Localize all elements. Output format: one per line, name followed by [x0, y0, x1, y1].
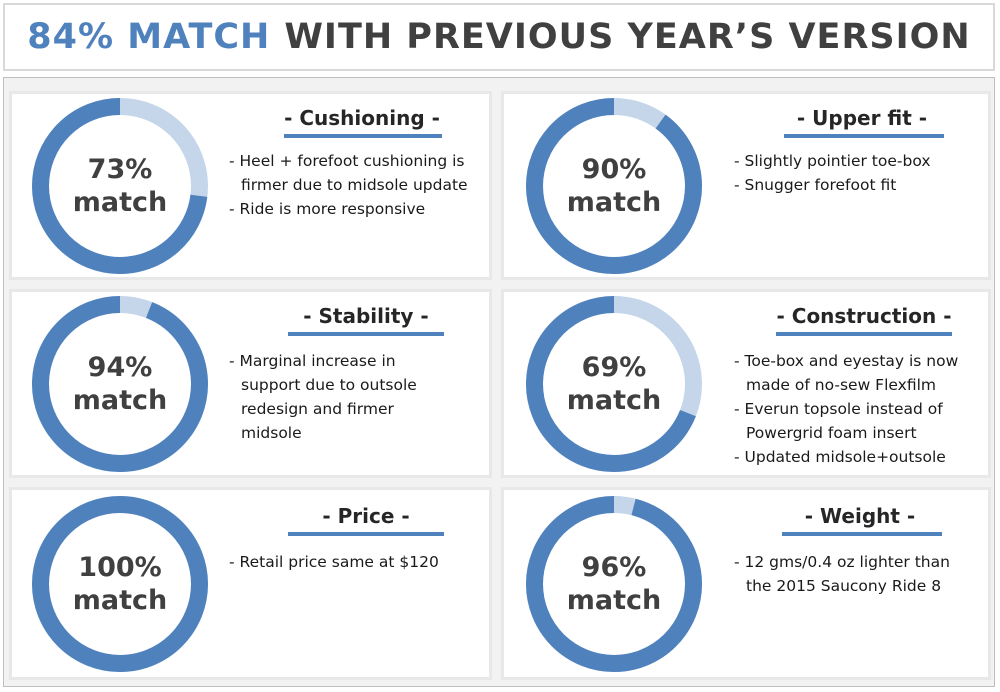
match-ring: 94% match: [32, 296, 208, 472]
match-ring: 73% match: [32, 98, 208, 274]
bullet-item: - Toe-box and eyestay is now made of no-…: [734, 352, 959, 394]
panel-heading: - Price -: [322, 504, 410, 528]
bullet-list: - Heel + forefoot cushioning is firmer d…: [229, 149, 484, 221]
panel-heading: - Upper fit -: [796, 106, 928, 130]
donut-match-arc: [526, 296, 702, 472]
bullet-item: - Marginal increase in support due to ou…: [229, 352, 417, 442]
match-percent: 100%: [78, 552, 162, 583]
match-word: match: [566, 187, 662, 218]
page-title: 84% MATCH WITH PREVIOUS YEAR’S VERSION: [3, 3, 995, 71]
title-accent: 84% MATCH: [27, 17, 271, 57]
donut-match-arc: [32, 296, 208, 472]
donut-chart: [526, 296, 702, 472]
donut-match-arc: [32, 98, 208, 274]
panel-heading: - Stability -: [303, 304, 429, 328]
bullet-list: - 12 gms/0.4 oz lighter than the 2015 Sa…: [734, 550, 974, 598]
panel-heading: - Construction -: [776, 304, 952, 328]
panel-upper-fit: 90% match - Upper fit - - Slightly point…: [501, 91, 991, 280]
panel-stability: 94% match - Stability - - Marginal incre…: [9, 289, 492, 478]
panel-weight: 96% match - Weight - - 12 gms/0.4 oz lig…: [501, 487, 991, 680]
bullet-list: - Toe-box and eyestay is now made of no-…: [734, 349, 979, 469]
match-percent: 69%: [581, 352, 647, 383]
bullet-list: - Slightly pointier toe-box - Snugger for…: [734, 149, 984, 197]
bullet-item: - 12 gms/0.4 oz lighter than the 2015 Sa…: [734, 553, 950, 595]
donut-chart: [32, 496, 208, 672]
panel-construction: 69% match - Construction - - Toe-box and…: [501, 289, 991, 478]
bullet-item: - Retail price same at $120: [229, 553, 439, 571]
donut-chart: [526, 98, 702, 274]
bullet-item: - Everun topsole instead of Powergrid fo…: [734, 400, 943, 442]
main-area: 73% match - Cushioning - - Heel + forefo…: [3, 77, 995, 687]
heading-underline: [288, 332, 444, 336]
panel-heading: - Cushioning -: [284, 106, 440, 130]
bullet-list: - Retail price same at $120: [229, 550, 479, 574]
heading-underline: [782, 532, 942, 536]
match-word: match: [72, 187, 168, 218]
donut-chart: [32, 98, 208, 274]
donut-match-arc: [526, 98, 702, 274]
match-percent: 96%: [581, 552, 647, 583]
match-percent: 73%: [87, 154, 153, 185]
bullet-list: - Marginal increase in support due to ou…: [229, 349, 429, 445]
donut-match-arc: [526, 496, 702, 672]
panel-price: 100% match - Price - - Retail price same…: [9, 487, 492, 680]
match-ring: 69% match: [526, 296, 702, 472]
heading-underline: [776, 332, 952, 336]
match-percent: 90%: [581, 154, 647, 185]
bullet-item: - Heel + forefoot cushioning is firmer d…: [229, 152, 468, 194]
panel-heading: - Weight -: [804, 504, 916, 528]
match-word: match: [72, 585, 168, 616]
match-word: match: [566, 385, 662, 416]
bullet-item: - Snugger forefoot fit: [734, 176, 897, 194]
bullet-item: - Updated midsole+outsole: [734, 448, 946, 466]
match-ring: 96% match: [526, 496, 702, 672]
match-ring: 100% match: [32, 496, 208, 672]
donut-match-arc: [32, 496, 208, 672]
heading-underline: [284, 134, 442, 138]
heading-underline: [288, 532, 444, 536]
donut-chart: [32, 296, 208, 472]
bullet-item: - Ride is more responsive: [229, 200, 426, 218]
panel-cushioning: 73% match - Cushioning - - Heel + forefo…: [9, 91, 492, 280]
match-percent: 94%: [87, 352, 153, 383]
heading-underline: [784, 134, 944, 138]
bullet-item: - Slightly pointier toe-box: [734, 152, 931, 170]
donut-chart: [526, 496, 702, 672]
match-ring: 90% match: [526, 98, 702, 274]
match-word: match: [72, 385, 168, 416]
match-word: match: [566, 585, 662, 616]
title-rest: WITH PREVIOUS YEAR’S VERSION: [284, 17, 971, 57]
